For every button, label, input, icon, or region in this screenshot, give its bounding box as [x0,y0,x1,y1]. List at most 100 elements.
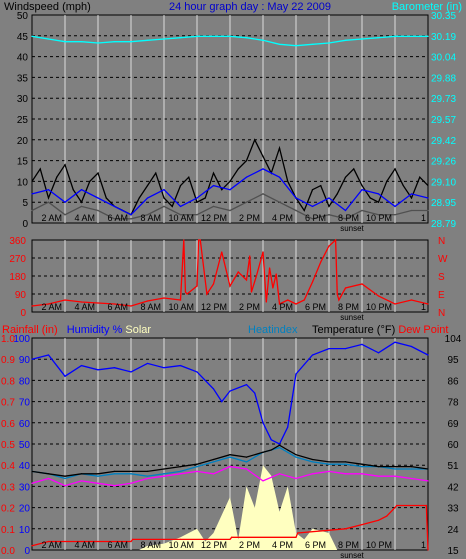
barometer-line-point [97,42,99,44]
wind-gust-line-point [188,176,190,178]
wind-average-line-point [311,205,314,207]
heatindex-line-point [229,456,231,458]
temperature-line-point [31,470,33,472]
rainfall-line-point [179,538,182,541]
time-tick-label: 2 PM [239,213,260,223]
rain-tick-label: 0.2 [1,504,15,515]
wind-direction-line-point [278,303,281,305]
wind-direction-line-point [335,239,337,241]
barometer-line-point [262,39,264,41]
rain-tick-label: 0.3 [1,482,15,493]
dewpoint-line-point [278,473,281,475]
heatindex-line-point [146,475,149,477]
wind-average-line-point [262,168,264,170]
wind-gust-line-point [377,201,380,203]
dewpoint-line-point [196,470,198,472]
wind-direction-line-point [237,271,239,273]
rainfall-line-point [130,540,132,543]
rain-tick-label: 0.4 [1,461,15,472]
wind-low-line-point [113,218,116,220]
wind-direction-line-point [186,293,188,295]
temperature-tick-label: 78 [447,398,459,409]
wind-gust-line-point [138,197,140,199]
wind-gust-line-point [361,184,363,187]
dewpoint-line-point [212,473,215,475]
heatindex-line-point [410,468,413,470]
wind-low-line-point [394,214,396,216]
time-tick-label: 6 AM [107,302,128,312]
humidity-tick-label: 10 [19,525,31,536]
time-tick-label: 6 PM [305,540,326,550]
rain-tick-label: 0.5 [1,440,15,451]
direction-tick-label: 90 [15,290,27,301]
dewpoint-line-point [344,473,347,475]
wind-gust-line-point [221,189,223,191]
time-tick-label: 4 AM [74,213,95,223]
humidity-tick-label: 50 [19,440,31,451]
wind-gust-line-point [353,168,355,170]
barometer-line-point [229,35,231,37]
wind-direction-line-point [328,245,330,247]
wind-gust-line-point [155,172,157,174]
wind-low-line-point [146,214,149,216]
wind-average-line-point [229,189,231,191]
wind-average-line-point [377,193,380,195]
barometer-line-point [163,38,165,40]
temperature-tick-label: 42 [447,482,459,493]
temperature-line-point [410,466,413,468]
time-tick-label: 10 AM [168,213,194,223]
wind-tick-label: 45 [17,32,29,43]
barometer-line-point [196,35,198,37]
rainfall-line-point [229,538,231,541]
direction-tick-label: 360 [9,236,26,247]
legend-rainfall: Rainfall (in) [2,324,58,336]
heatindex-line-point [287,451,289,453]
wind-direction-line-point [249,255,251,257]
humidity-line-point [47,354,50,356]
wind-direction-line-point [265,301,267,303]
wind-gust-line-point [344,176,347,178]
temperature-line-point [229,454,231,456]
temperature-line-point [377,466,380,468]
wind-low-line-point [262,193,264,195]
wind-gust-line-point [311,189,314,191]
time-tick-label: 10 PM [366,540,392,550]
heatindex-line-point [245,461,248,463]
time-tick-label: 6 AM [107,213,128,223]
wind-direction-line-point [221,251,223,253]
rainfall-line-point [386,515,388,517]
wind-direction-line-point [269,267,271,269]
wind-gust-line-point [39,168,41,170]
time-tick-label: 8 AM [140,213,161,223]
humidity-tick-label: 80 [19,376,31,387]
barometer-tick-label: 28.95 [431,198,456,209]
rainfall-line-point [394,507,396,509]
rainfall-line-point [377,519,380,521]
barometer-line-point [64,41,66,43]
wind-gust-line-point [72,189,74,191]
time-tick-label: 10 PM [366,213,392,223]
humidity-tick-label: 90 [19,355,31,366]
wind-direction-line-point [255,275,257,277]
barometer-tick-label: 29.73 [431,94,456,105]
humidity-line-point [146,362,149,365]
temperature-line-point [64,475,66,477]
temperature-tick-label: 95 [447,355,459,366]
time-tick-label: 6 AM [107,540,128,550]
dewpoint-line-point [179,473,182,475]
humidity-tick-label: 20 [19,504,31,515]
temperature-line-point [196,463,198,465]
barometer-tick-label: 29.57 [431,115,456,126]
dewpoint-line-point [262,480,264,482]
temperature-line-point [344,461,347,463]
time-tick-label: 10 AM [168,540,194,550]
humidity-tick-label: 40 [19,461,31,472]
wind-direction-line-point [198,239,200,241]
wind-average-line-point [245,176,248,178]
barometer-tick-label: 29.26 [431,157,456,168]
time-tick-label: 8 PM [338,213,359,223]
wind-gust-line-point [80,201,83,203]
temperature-tick-label: 15 [447,546,459,557]
humidity-line-point [328,348,330,350]
heatindex-line-point [394,468,396,470]
